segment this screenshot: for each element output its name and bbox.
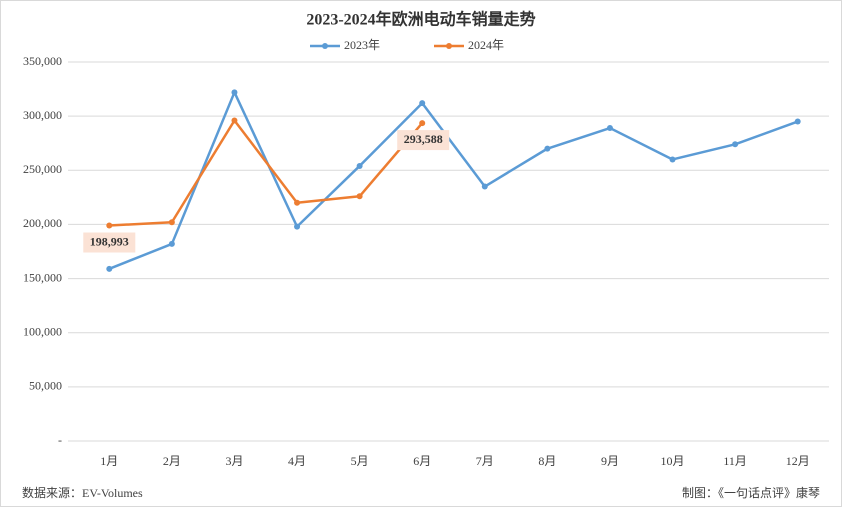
legend-marker	[322, 43, 328, 49]
data-point	[294, 199, 301, 206]
x-tick-label: 2月	[163, 454, 181, 468]
y-tick-label: 200,000	[23, 216, 62, 230]
x-tick-label: 3月	[225, 454, 243, 468]
legend-label: 2024年	[468, 38, 504, 52]
data-point	[356, 193, 363, 200]
value-label: 198,993	[90, 234, 129, 248]
y-tick-label: 150,000	[23, 270, 62, 284]
y-tick-label: 250,000	[23, 162, 62, 176]
data-point	[794, 118, 801, 125]
data-point	[168, 240, 175, 247]
data-point	[168, 219, 175, 226]
data-point	[606, 125, 613, 132]
y-tick-label: 50,000	[29, 379, 62, 393]
data-point	[544, 145, 551, 152]
data-point	[231, 89, 238, 96]
data-point	[106, 222, 113, 229]
x-tick-label: 6月	[413, 454, 431, 468]
data-point	[356, 162, 363, 169]
credit-note: 制图：《一句话点评》康琴	[682, 485, 820, 500]
legend-marker	[446, 43, 452, 49]
value-label-box	[83, 232, 136, 253]
series-line	[108, 91, 799, 270]
chart-title: 2023-2024年欧洲电动车销量走势	[306, 10, 535, 29]
series-line	[109, 119, 424, 227]
x-tick-label: 5月	[351, 454, 369, 468]
data-point	[106, 265, 113, 272]
data-point	[481, 183, 488, 190]
x-tick-label: 9月	[601, 454, 619, 468]
data-point	[419, 100, 426, 107]
y-tick-label: 100,000	[23, 324, 62, 338]
y-tick-label: 350,000	[23, 54, 62, 68]
y-tick-label: -	[58, 433, 62, 447]
y-tick-label: 300,000	[23, 108, 62, 122]
data-point	[732, 141, 739, 148]
x-tick-label: 10月	[661, 454, 685, 468]
x-tick-label: 12月	[786, 454, 810, 468]
x-tick-label: 7月	[476, 454, 494, 468]
data-point	[231, 117, 238, 124]
data-point	[294, 223, 301, 230]
x-tick-label: 1月	[100, 454, 118, 468]
value-label: 293,588	[404, 132, 443, 146]
x-tick-label: 4月	[288, 454, 306, 468]
data-point	[419, 120, 426, 127]
source-note: 数据来源：EV-Volumes	[22, 485, 143, 500]
x-tick-label: 11月	[723, 454, 747, 468]
value-label-box	[397, 130, 450, 151]
legend-label: 2023年	[344, 38, 380, 52]
x-tick-label: 8月	[538, 454, 556, 468]
data-point	[669, 156, 676, 163]
